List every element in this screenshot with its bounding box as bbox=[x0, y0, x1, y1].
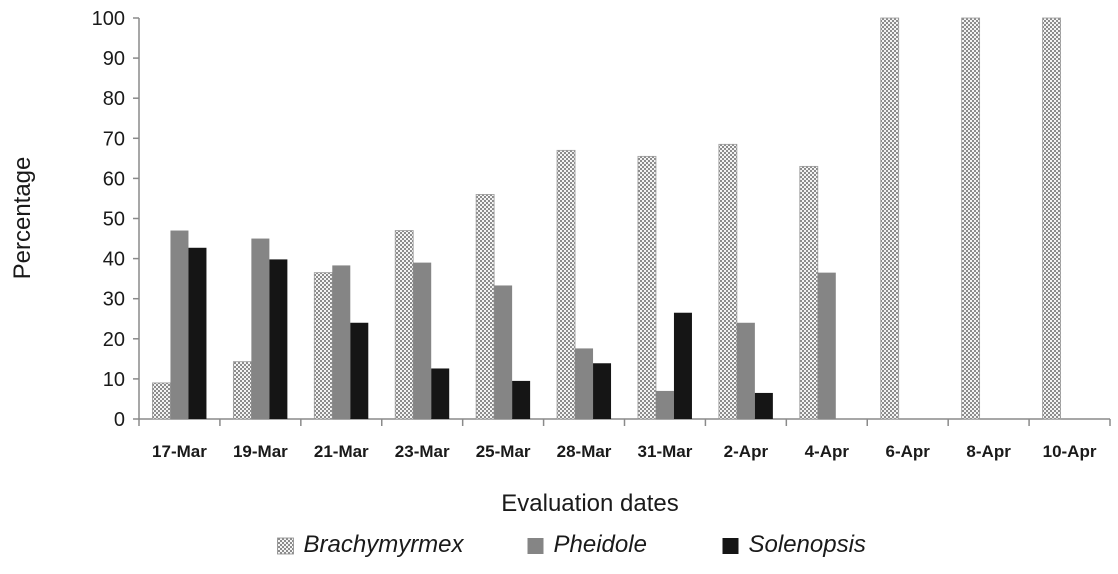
x-tick-label: 6-Apr bbox=[886, 442, 931, 461]
bar-pheidole-28-mar bbox=[575, 348, 594, 419]
bar-brachymyrmex-28-mar bbox=[556, 149, 576, 420]
bar-solenopsis-25-mar bbox=[512, 380, 531, 419]
y-tick-label: 80 bbox=[103, 88, 125, 110]
y-axis: 0 10 20 30 40 50 60 70 80 90 100 bbox=[92, 8, 140, 431]
x-tick-label: 4-Apr bbox=[805, 442, 850, 461]
x-tick-label: 10-Apr bbox=[1043, 442, 1097, 461]
legend-item-pheidole: Pheidole bbox=[527, 531, 647, 558]
bar-pheidole-17-mar bbox=[170, 230, 189, 419]
bar-pheidole-19-mar bbox=[251, 238, 270, 419]
legend-swatch bbox=[527, 538, 544, 554]
x-tick-label: 2-Apr bbox=[724, 442, 769, 461]
bar-pheidole-23-mar bbox=[413, 262, 432, 419]
bar-brachymyrmex-25-mar bbox=[475, 194, 495, 420]
bar-brachymyrmex-17-mar bbox=[152, 382, 171, 420]
bar-brachymyrmex-23-mar bbox=[394, 230, 414, 420]
bar-brachymyrmex-21-mar bbox=[313, 272, 333, 420]
legend-label: Brachymyrmex bbox=[304, 531, 465, 558]
x-tick-label: 21-Mar bbox=[314, 442, 369, 461]
x-tick-label: 17-Mar bbox=[152, 442, 207, 461]
y-tick-label: 50 bbox=[103, 209, 125, 231]
bar-solenopsis-17-mar bbox=[188, 247, 207, 419]
x-tick-label: 8-Apr bbox=[966, 442, 1011, 461]
bar-brachymyrmex-2-apr bbox=[718, 143, 738, 420]
y-tick-label: 90 bbox=[103, 48, 125, 70]
bar-solenopsis-31-mar bbox=[673, 312, 692, 419]
bar-brachymyrmex-31-mar bbox=[637, 155, 657, 420]
y-tick-label: 30 bbox=[103, 289, 125, 311]
bar-brachymyrmex-6-apr bbox=[880, 17, 900, 420]
legend-item-solenopsis: Solenopsis bbox=[722, 531, 866, 558]
y-tick-label: 20 bbox=[103, 329, 125, 351]
y-tick-label: 60 bbox=[103, 168, 125, 190]
x-tick-label: 28-Mar bbox=[557, 442, 612, 461]
x-axis: 17-Mar 19-Mar 21-Mar 23-Mar 25-Mar 28-Mar 31-M… bbox=[138, 418, 1111, 461]
legend-item-brachymyrmex: Brachymyrmex bbox=[277, 531, 465, 558]
y-tick-label: 70 bbox=[103, 128, 125, 150]
y-tick-label: 100 bbox=[92, 8, 125, 30]
bar-solenopsis-19-mar bbox=[269, 259, 288, 419]
x-axis-title: Evaluation dates bbox=[501, 490, 678, 517]
y-tick-label: 0 bbox=[114, 409, 125, 431]
bar-brachymyrmex-4-apr bbox=[799, 165, 819, 420]
bar-pheidole-31-mar bbox=[655, 390, 674, 419]
legend-label: Solenopsis bbox=[749, 531, 866, 558]
bar-solenopsis-21-mar bbox=[350, 322, 369, 419]
legend-swatch bbox=[722, 538, 739, 554]
y-axis-title: Percentage bbox=[9, 157, 36, 280]
bars bbox=[152, 17, 1061, 420]
bar-solenopsis-2-apr bbox=[754, 392, 773, 419]
bar-solenopsis-28-mar bbox=[593, 363, 612, 419]
bar-solenopsis-23-mar bbox=[431, 368, 450, 419]
bar-brachymyrmex-19-mar bbox=[232, 361, 252, 420]
bar-brachymyrmex-10-apr bbox=[1042, 17, 1061, 420]
y-tick-label: 10 bbox=[103, 369, 125, 391]
bar-pheidole-21-mar bbox=[332, 265, 351, 419]
x-tick-label: 23-Mar bbox=[395, 442, 450, 461]
bar-brachymyrmex-8-apr bbox=[961, 17, 981, 420]
bar-pheidole-4-apr bbox=[817, 272, 836, 419]
x-tick-label: 19-Mar bbox=[233, 442, 288, 461]
legend-swatch bbox=[277, 537, 294, 555]
bar-pheidole-25-mar bbox=[494, 285, 513, 419]
legend-label: Pheidole bbox=[554, 531, 647, 558]
x-tick-label: 31-Mar bbox=[638, 442, 693, 461]
legend: Brachymyrmex Pheidole Solenopsis bbox=[277, 531, 866, 558]
x-tick-label: 25-Mar bbox=[476, 442, 531, 461]
bar-pheidole-2-apr bbox=[736, 322, 755, 419]
y-tick-label: 40 bbox=[103, 249, 125, 271]
